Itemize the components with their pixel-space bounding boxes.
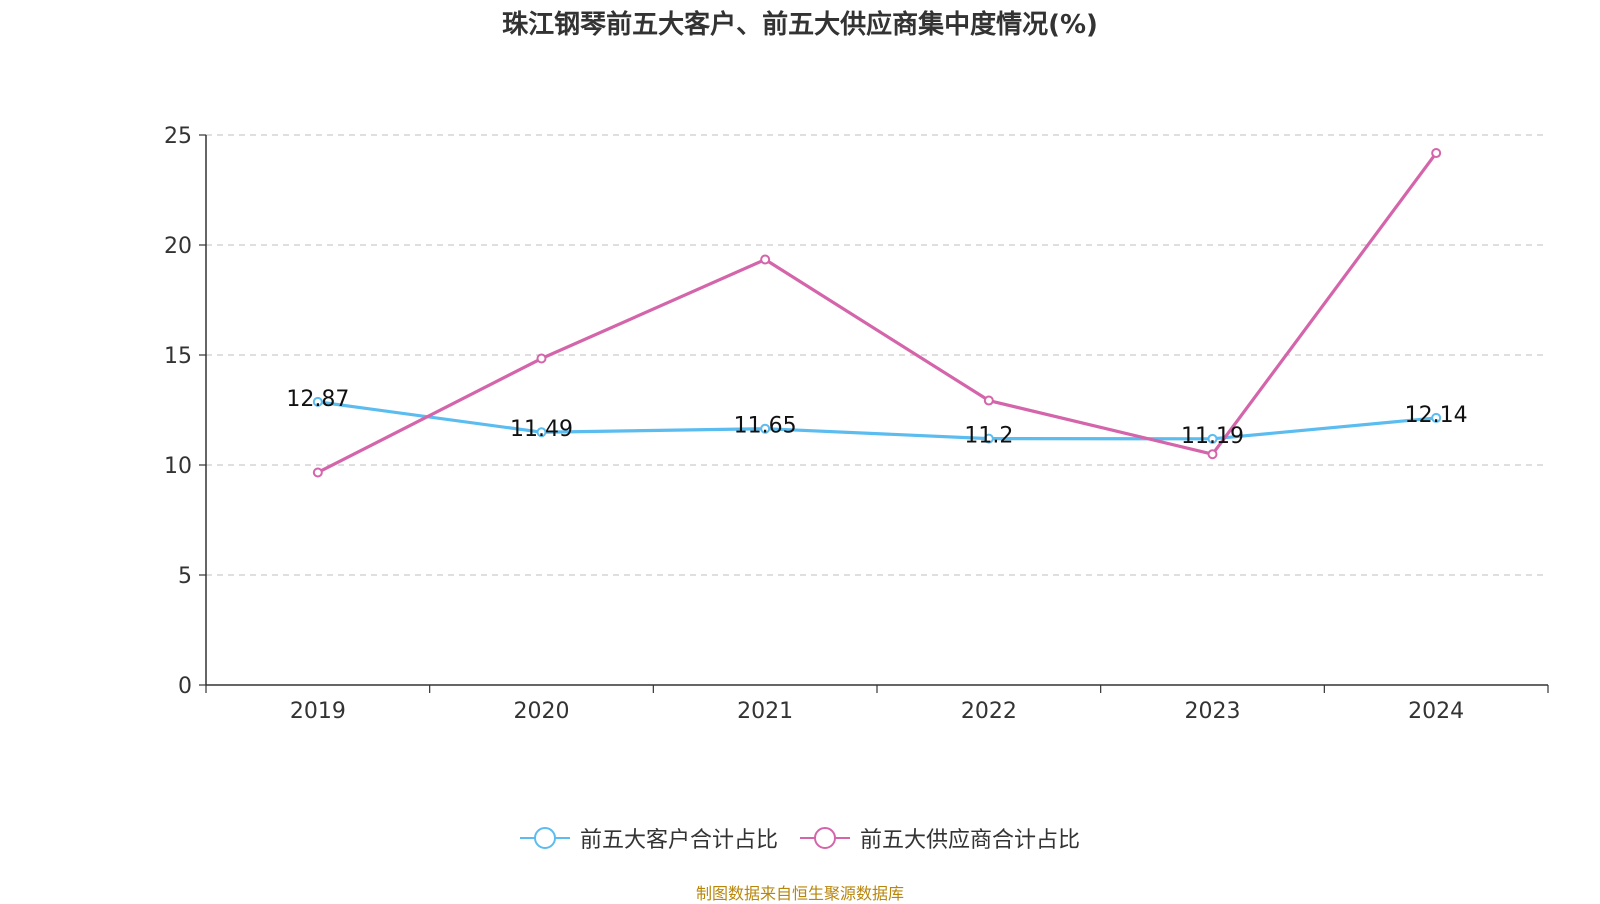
x-tick-label: 2021 (737, 699, 793, 724)
y-tick-label: 20 (164, 234, 192, 259)
series-line-0 (317, 400, 1437, 441)
y-tick-label: 15 (164, 344, 192, 369)
x-tick-label: 2020 (514, 699, 570, 724)
series-lines (312, 148, 1442, 478)
data-point-0 (1431, 412, 1442, 423)
legend-label-customers: 前五大客户合计占比 (579, 828, 778, 853)
legend: 前五大客户合计占比 前五大供应商合计占比 (0, 822, 1600, 854)
chart-title: 珠江钢琴前五大客户、前五大供应商集中度情况(%) (502, 10, 1098, 40)
data-point-1 (983, 395, 994, 406)
legend-marker-suppliers-icon (800, 827, 850, 849)
x-tick-label: 2024 (1408, 699, 1464, 724)
data-point-0 (983, 433, 994, 444)
data-point-0 (536, 427, 547, 438)
legend-item-customers[interactable]: 前五大客户合计占比 (519, 822, 778, 854)
data-label: 11.2 (964, 424, 1013, 449)
y-tick-label: 25 (164, 124, 192, 149)
y-tick-label: 10 (164, 454, 192, 479)
data-label: 11.49 (510, 417, 573, 442)
axes: 0 5 10 15 20 25 2019 2020 2021 2022 2023 2024 (164, 124, 1549, 724)
source-note: 制图数据来自恒生聚源数据库 (695, 884, 904, 903)
y-tick-label: 0 (178, 674, 192, 699)
y-tick-label: 5 (178, 564, 192, 589)
series-line-1 (317, 152, 1438, 474)
data-point-0 (312, 396, 323, 407)
x-tick-label: 2023 (1185, 699, 1241, 724)
data-point-0 (760, 423, 771, 434)
x-tick-label: 2019 (290, 699, 346, 724)
data-labels: 12.87 11.49 11.65 11.2 11.19 12.14 (286, 387, 1467, 449)
data-point-1 (1431, 148, 1442, 159)
data-point-1 (760, 254, 771, 265)
legend-item-suppliers[interactable]: 前五大供应商合计占比 (800, 822, 1080, 854)
x-tick-label: 2022 (961, 699, 1017, 724)
legend-label-suppliers: 前五大供应商合计占比 (860, 828, 1081, 853)
legend-marker-customers-icon (519, 827, 570, 849)
data-label: 12.14 (1405, 403, 1468, 428)
data-label: 11.65 (734, 414, 797, 439)
data-point-1 (1207, 449, 1218, 460)
data-point-1 (312, 467, 323, 478)
gridlines (206, 134, 1548, 576)
data-point-0 (1207, 433, 1218, 444)
data-label: 12.87 (286, 387, 349, 412)
data-point-1 (536, 353, 547, 364)
data-label: 11.19 (1181, 424, 1244, 449)
